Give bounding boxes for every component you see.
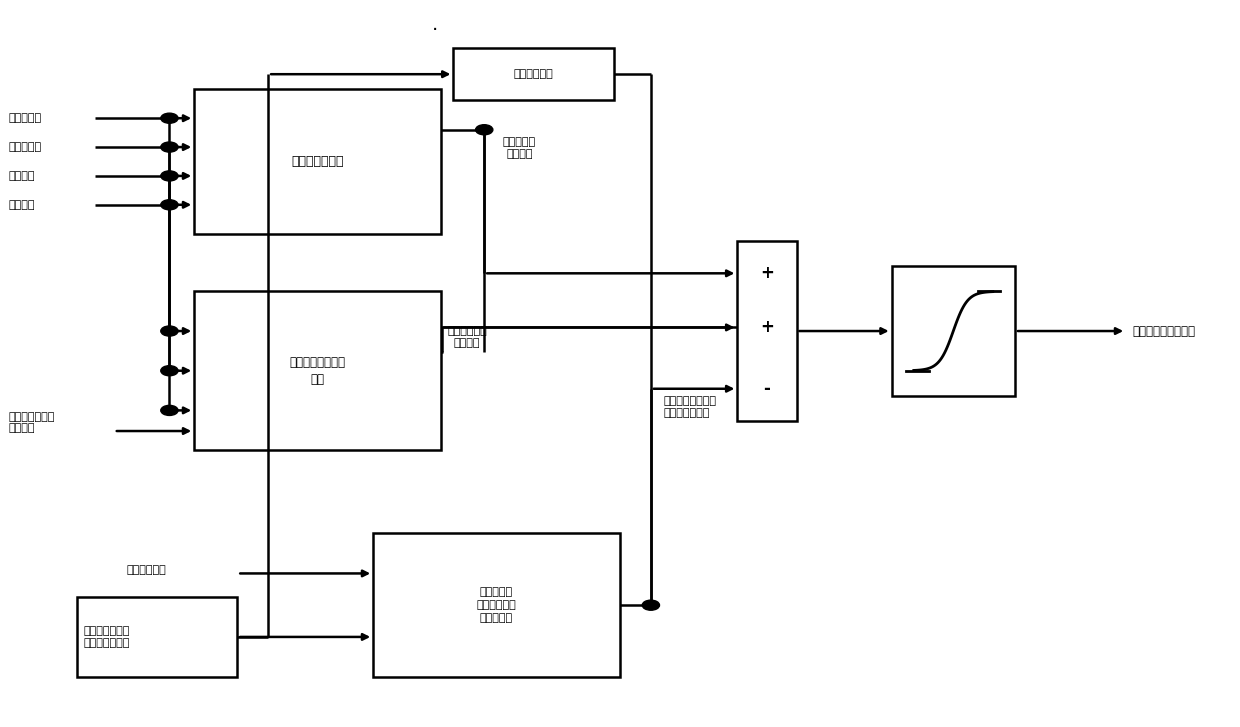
Circle shape (161, 200, 179, 210)
Text: 上次下电进气门
阐阀开度初始値: 上次下电进气门 阐阀开度初始値 (83, 626, 129, 648)
Text: 开环馆控制模块: 开环馆控制模块 (291, 155, 343, 168)
Text: 发动机负荷: 发动机负荷 (9, 142, 42, 152)
Circle shape (161, 326, 179, 336)
Text: 进气门阐阀
目标开度: 进气门阐阀 目标开度 (502, 137, 536, 158)
Circle shape (161, 113, 179, 124)
Circle shape (161, 142, 179, 152)
Text: 非死区的阔补修止
模块: 非死区的阔补修止 模块 (290, 356, 346, 386)
Text: 进气门阐阀目标开度: 进气门阐阀目标开度 (1132, 324, 1195, 337)
Bar (892, 266, 1016, 396)
Text: 进气门阐阀环
路上开度: 进气门阐阀环 路上开度 (448, 326, 487, 348)
Text: 发动机转速: 发动机转速 (9, 113, 42, 123)
Text: +: + (760, 318, 774, 337)
Bar (195, 89, 441, 233)
Text: 大气压力: 大气压力 (9, 200, 36, 210)
Text: 进气门阐阀
开度初始位置
自学习模块: 进气门阐阀 开度初始位置 自学习模块 (476, 587, 516, 623)
Text: +: + (760, 265, 774, 282)
Text: 鑰匠下电信号: 鑰匠下电信号 (126, 565, 166, 575)
Circle shape (161, 366, 179, 376)
Bar (738, 241, 796, 421)
Text: ·: · (432, 21, 438, 40)
Circle shape (476, 125, 492, 134)
Text: 进气门阐阀位置
反馈信号: 进气门阐阀位置 反馈信号 (9, 411, 56, 433)
Circle shape (642, 600, 660, 610)
Bar (195, 292, 441, 450)
Text: 冷却温度: 冷却温度 (9, 171, 36, 181)
Bar (454, 48, 614, 100)
Text: 单位时间延迟: 单位时间延迟 (513, 69, 553, 79)
Circle shape (161, 406, 179, 415)
Text: 发动机上次启动进
气门阐内化位置: 发动机上次启动进 气门阐内化位置 (663, 396, 717, 417)
Bar (77, 598, 237, 677)
Circle shape (161, 171, 179, 181)
Text: -: - (764, 379, 770, 398)
Bar (373, 533, 620, 678)
